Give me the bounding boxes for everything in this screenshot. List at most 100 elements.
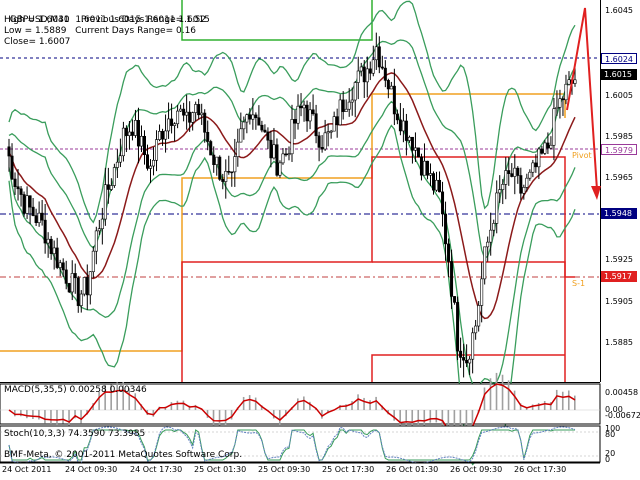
- bollinger-upper-outer: [8, 0, 576, 224]
- price-tick: 1.5905: [605, 297, 633, 306]
- projection-arrowhead: [591, 186, 601, 200]
- candle-body: [305, 104, 309, 122]
- macd-bar: [574, 395, 576, 410]
- candle-body: [70, 273, 74, 293]
- candle-body: [227, 170, 231, 173]
- macd-tick: 0.00458: [605, 388, 639, 397]
- macd-bar: [38, 410, 40, 420]
- candle-body: [22, 194, 26, 214]
- candle-body: [504, 170, 508, 185]
- macd-bar: [309, 401, 311, 410]
- macd-bar: [122, 382, 125, 410]
- candle-body: [428, 173, 432, 176]
- candle-body: [203, 112, 207, 133]
- candle-body: [161, 131, 165, 140]
- time-label: 25 Oct 17:30: [322, 465, 375, 474]
- candle-body: [320, 147, 324, 150]
- macd-bar: [549, 402, 552, 410]
- candle-body: [109, 185, 113, 190]
- chart-info-line2: High = 1.6041 Previous Days Range= 1.52: [4, 15, 206, 26]
- macd-bar: [272, 410, 275, 419]
- candle-body: [368, 68, 372, 74]
- candle-body: [233, 156, 237, 173]
- stoch-tick: 80: [605, 430, 616, 439]
- candle-body: [197, 104, 201, 116]
- candle-body: [242, 121, 246, 130]
- candle-body: [335, 116, 339, 126]
- macd-bar: [447, 410, 450, 439]
- macd-bar: [20, 410, 22, 417]
- candle-body: [34, 215, 38, 223]
- candle-body: [269, 139, 273, 159]
- candle-body: [179, 108, 183, 112]
- macd-title: MACD(5,35,5) 0.00258 0.00346: [4, 385, 147, 395]
- candle-body: [293, 119, 297, 124]
- candle-body: [100, 218, 104, 230]
- candle-body: [221, 179, 225, 182]
- macd-bar: [561, 391, 564, 410]
- candle-body: [251, 114, 255, 120]
- candle-body: [534, 162, 538, 168]
- candle-body: [540, 148, 544, 154]
- macd-bar: [182, 400, 185, 410]
- macd-bar: [369, 400, 371, 410]
- macd-bar: [260, 405, 263, 410]
- candle-body: [200, 112, 204, 116]
- candle-body: [106, 184, 110, 190]
- candle-body: [344, 108, 348, 112]
- macd-bar: [80, 410, 82, 424]
- macd-bar: [44, 410, 46, 424]
- candle-body: [212, 154, 216, 165]
- candle-body: [498, 189, 502, 194]
- candle-body: [55, 247, 59, 268]
- candle-body: [254, 114, 258, 119]
- candle-body: [377, 46, 381, 68]
- candle-body: [82, 277, 86, 295]
- candle-body: [79, 293, 83, 306]
- candle-body: [438, 179, 442, 193]
- candle-body: [112, 167, 116, 186]
- candle-body: [224, 170, 228, 182]
- candle-body: [182, 108, 186, 116]
- candle-body: [365, 68, 369, 83]
- candle-body: [266, 131, 270, 141]
- macd-bar: [489, 378, 492, 410]
- macd-bar: [56, 410, 58, 425]
- macd-bar: [74, 410, 76, 419]
- candle-body: [501, 184, 505, 190]
- candle-body: [239, 128, 243, 143]
- resist-green-steps: [181, 0, 373, 41]
- candle-body: [492, 223, 496, 231]
- high-value: High = 1.6041: [4, 15, 70, 25]
- price-flag-support: 1.5948: [601, 208, 637, 219]
- macd-bar: [116, 382, 118, 410]
- copyright-text: BMF-Meta, © 2001-2011 MetaQuotes Softwar…: [4, 450, 243, 460]
- candle-body: [528, 171, 532, 179]
- candle-body: [468, 358, 472, 364]
- candle-body: [103, 184, 107, 220]
- stoch-tick: 0: [605, 455, 611, 464]
- candle-body: [236, 141, 240, 157]
- pivot-label: Pivot: [572, 151, 592, 160]
- candle-body: [173, 123, 177, 126]
- candle-body: [567, 79, 571, 85]
- candle-body: [209, 141, 213, 156]
- time-label: 25 Oct 01:30: [194, 465, 247, 474]
- candle-body: [284, 153, 288, 156]
- candle-body: [215, 156, 219, 165]
- price-flag-current: 1.6015: [601, 69, 637, 80]
- candle-body: [260, 124, 264, 131]
- macd-bar: [152, 410, 155, 417]
- macd-bar: [110, 384, 112, 410]
- candle-body: [447, 243, 451, 262]
- candle-body: [537, 148, 541, 168]
- macd-bar: [537, 402, 540, 410]
- macd-bar: [507, 380, 510, 410]
- candle-body: [296, 105, 300, 124]
- macd-bar: [248, 395, 251, 410]
- macd-bar: [224, 410, 227, 425]
- candle-body: [441, 191, 445, 215]
- candle-body: [206, 131, 210, 142]
- candle-body: [314, 113, 318, 137]
- candle-body: [31, 206, 35, 216]
